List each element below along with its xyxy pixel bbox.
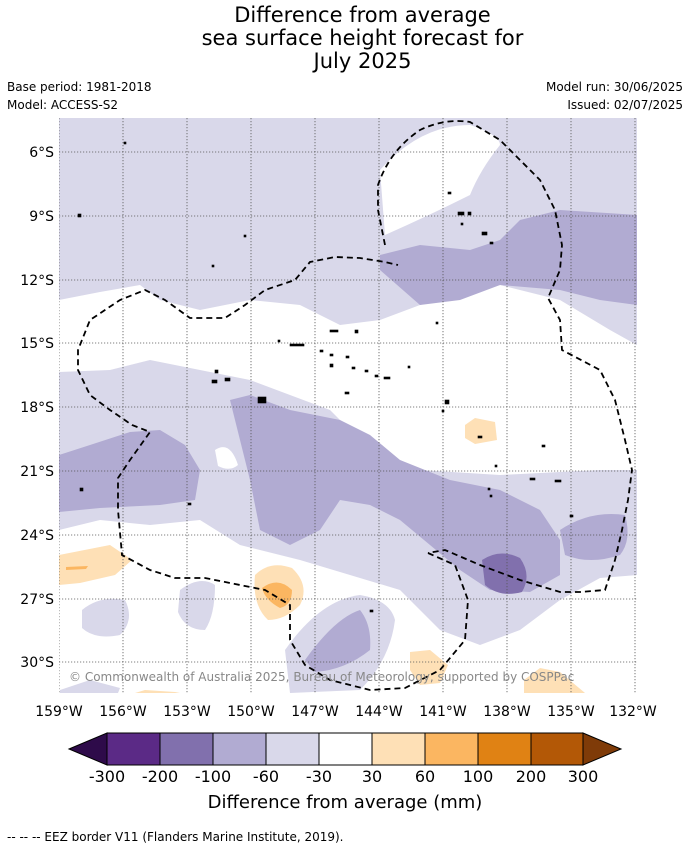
lon-label: 159°W xyxy=(35,704,83,720)
meta-left: Base period: 1981-2018 Model: ACCESS-S2 xyxy=(7,78,152,114)
colorbar-tick: -200 xyxy=(142,767,178,786)
chart-title: Difference from average sea surface heig… xyxy=(0,4,690,73)
lat-label: 6°S xyxy=(29,145,54,161)
lon-label: 144°W xyxy=(355,704,403,720)
anomaly-region-n100 xyxy=(380,210,637,305)
colorbar-swatch-n300-n200 xyxy=(106,732,161,766)
longitude-labels: 159°W 156°W 153°W 150°W 147°W 144°W 141°… xyxy=(35,704,657,720)
latitude-labels: 6°S 9°S 12°S 15°S 18°S 21°S 24°S 27°S 30… xyxy=(20,145,54,671)
base-period-text: Base period: 1981-2018 xyxy=(7,80,152,94)
colorbar-swatch-lt-n300 xyxy=(67,732,108,766)
lon-label: 141°W xyxy=(419,704,467,720)
anomaly-region-n200 xyxy=(482,553,527,594)
colorbar-swatch-n100-n60 xyxy=(212,732,267,766)
colorbar-tick: -100 xyxy=(195,767,231,786)
colorbar-tick: 200 xyxy=(516,767,547,786)
anomaly-region-n60 xyxy=(178,581,215,630)
anomaly-region-n100 xyxy=(230,395,560,592)
colorbar-title: Difference from average (mm) xyxy=(207,792,483,813)
title-line-3: July 2025 xyxy=(313,49,412,73)
map-plot-area: © Commonwealth of Australia 2025, Bureau… xyxy=(59,118,637,693)
colorbar-swatch-p200-300 xyxy=(530,732,584,766)
eez-legend-note: -- -- -- EEZ border V11 (Flanders Marine… xyxy=(7,830,344,844)
anomaly-region-p60 xyxy=(66,566,88,570)
anomaly-region-p30 xyxy=(135,690,180,693)
anomaly-region-n60 xyxy=(59,118,637,345)
lat-label: 21°S xyxy=(20,464,54,480)
colorbar-tick: -300 xyxy=(89,767,125,786)
lon-label: 138°W xyxy=(483,704,531,720)
anomaly-region-n100 xyxy=(59,430,200,512)
lat-label: 15°S xyxy=(20,336,54,352)
lon-label: 135°W xyxy=(547,704,595,720)
lat-label: 12°S xyxy=(20,273,54,289)
lon-label: 147°W xyxy=(291,704,339,720)
colorbar-swatch-n60-n30 xyxy=(265,732,320,766)
colorbar-tick: 100 xyxy=(463,767,494,786)
meta-right: Model run: 30/06/2025 Issued: 02/07/2025 xyxy=(546,78,683,114)
colorbar xyxy=(67,732,623,766)
lon-label: 150°W xyxy=(227,704,275,720)
lat-label: 9°S xyxy=(29,209,54,225)
lat-label: 18°S xyxy=(20,400,54,416)
anomaly-region-p30 xyxy=(465,418,497,444)
title-line-1: Difference from average xyxy=(234,3,491,27)
graticule xyxy=(59,118,637,693)
colorbar-tick: 30 xyxy=(362,767,382,786)
colorbar-tick: 60 xyxy=(415,767,435,786)
colorbar-swatch-p60-100 xyxy=(424,732,479,766)
anomaly-region-n60 xyxy=(82,598,129,637)
colorbar-tick-labels: -300 -200 -100 -60 -30 30 60 100 200 300 xyxy=(89,767,598,786)
colorbar-swatch-n30-30 xyxy=(318,732,373,766)
lat-label: 27°S xyxy=(20,592,54,608)
colorbar-swatch-gt-300 xyxy=(582,732,623,766)
copyright-text: © Commonwealth of Australia 2025, Bureau… xyxy=(69,670,574,684)
anomaly-region-n100 xyxy=(560,514,628,560)
anomaly-region-n100 xyxy=(305,610,371,672)
islands xyxy=(77,141,574,613)
eez-border xyxy=(77,120,633,691)
lat-label: 24°S xyxy=(20,528,54,544)
colorbar-swatch-p30-60 xyxy=(371,732,426,766)
colorbar-swatch-n200-n100 xyxy=(159,732,214,766)
lat-label: 30°S xyxy=(20,655,54,671)
anomaly-region-p30 xyxy=(524,668,585,693)
issued-text: Issued: 02/07/2025 xyxy=(567,98,683,112)
anomaly-region-n60 xyxy=(60,680,120,693)
colorbar-tick: -30 xyxy=(306,767,332,786)
title-line-2: sea surface height forecast for xyxy=(201,26,524,50)
colorbar-tick: 300 xyxy=(568,767,599,786)
lon-label: 156°W xyxy=(99,704,147,720)
lon-label: 153°W xyxy=(163,704,211,720)
colorbar-tick: -60 xyxy=(253,767,279,786)
lon-label: 132°W xyxy=(609,704,657,720)
model-text: Model: ACCESS-S2 xyxy=(7,98,119,112)
colorbar-swatch-p100-200 xyxy=(477,732,532,766)
anomaly-region-p30 xyxy=(410,650,448,685)
anomaly-region-near-zero xyxy=(215,447,238,469)
anomaly-region-n60 xyxy=(380,125,500,235)
model-run-text: Model run: 30/06/2025 xyxy=(545,80,683,94)
anomaly-region-p30 xyxy=(59,545,132,585)
